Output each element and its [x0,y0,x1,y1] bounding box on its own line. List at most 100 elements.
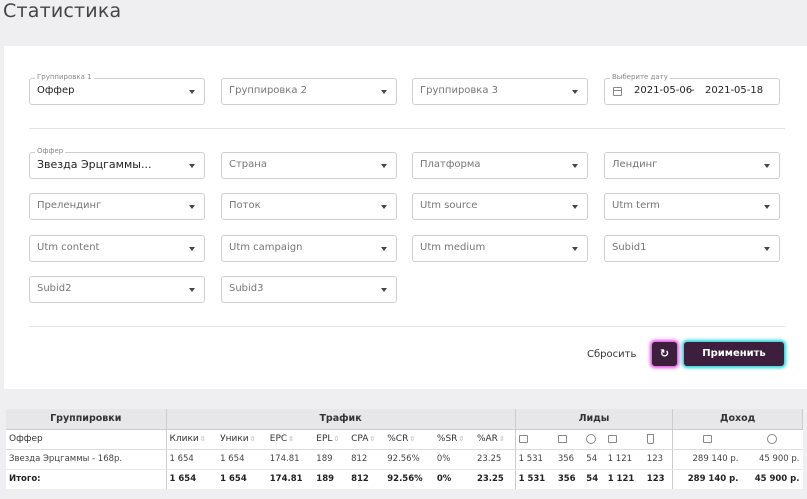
offer-filter-select[interactable]: Оффер Звезда Эрцгаммы... [29,147,205,179]
col-income-approved[interactable] [672,429,742,450]
grouping-3-placeholder: Группировка 3 [420,85,499,96]
prelanding-filter-select[interactable]: Прелендинг [29,193,205,220]
col-epc[interactable]: EPC [266,429,314,450]
subid3-filter-select[interactable]: Subid3 [221,276,397,303]
stats-table: Группировки Трафик Лиды Доход Оффер Клик… [6,409,803,489]
total-clicks: 1 654 [165,469,218,489]
total-cr: 92.56% [387,474,423,485]
chevron-down-icon [381,247,387,251]
chevron-down-icon [189,247,195,251]
col-sr-label: %SR [437,434,464,444]
col-clicks[interactable]: Клики [165,429,218,450]
income-approved-icon [702,434,712,443]
platform-filter-select[interactable]: Платформа [412,152,588,179]
grouping-2-select[interactable]: Группировка 2 [221,78,397,105]
total-leads-rejected: 1 121 [607,474,635,485]
utm-source-filter-placeholder: Utm source [420,200,478,211]
utm-medium-filter-placeholder: Utm medium [420,242,486,253]
prelanding-filter-placeholder: Прелендинг [37,200,102,211]
total-leads-hold: 54 [586,474,599,485]
col-ar[interactable]: %AR [473,429,516,450]
table-row: Звезда Эрцгаммы - 168р. 1 654 1 654 174.… [6,449,803,470]
country-filter-select[interactable]: Страна [221,152,397,179]
offer-filter-legend: Оффер [35,147,66,156]
calendar-icon [613,87,622,96]
reset-button[interactable]: Сбросить [587,349,637,360]
grouping-3-select[interactable]: Группировка 3 [412,78,588,105]
subid1-filter-select[interactable]: Subid1 [604,235,780,262]
utm-content-filter-select[interactable]: Utm content [29,235,205,262]
row-name: Звезда Эрцгаммы - 168р. [6,449,166,470]
col-income-hold[interactable] [741,429,803,450]
utm-source-filter-select[interactable]: Utm source [412,193,588,220]
col-clicks-label: Клики [170,434,206,444]
col-epl[interactable]: EPL [313,429,349,450]
total-cpa: 812 [351,474,369,485]
col-offer[interactable]: Оффер [6,429,166,450]
cell-cr: 92.56% [384,449,434,470]
total-leads-trash: 123 [646,474,665,485]
cell-income-approved: 289 140 р. [672,449,742,470]
stream-filter-select[interactable]: Поток [221,193,397,220]
cell-leads-hold: 54 [583,449,605,470]
total-label: Итого: [9,474,41,485]
col-epc-label: EPC [270,434,294,444]
total-ar: 23.25 [476,474,504,485]
chevron-down-icon [572,164,578,168]
chevron-down-icon [572,205,578,209]
landing-filter-select[interactable]: Лендинг [604,152,780,179]
date-range-picker[interactable]: Выберите дату 2021-05-06 - 2021-05-18 [604,73,780,105]
cell-clicks: 1 654 [165,449,218,470]
col-cr[interactable]: %CR [384,429,434,450]
divider [29,128,785,129]
cell-leads-rejected: 1 121 [604,449,644,470]
total-epl: 189 [316,474,335,485]
col-cpa[interactable]: CPA [348,429,385,450]
grouping-1-value: Оффер [37,85,75,96]
apply-button[interactable]: Применить [684,342,784,366]
col-leads-trash[interactable] [643,429,673,450]
chevron-down-icon [381,205,387,209]
stream-filter-placeholder: Поток [229,200,261,211]
col-leads-approved[interactable] [554,429,584,450]
date-separator: - [691,85,695,96]
col-uniques-label: Уники [220,434,255,444]
refresh-icon: ↻ [659,347,670,360]
offer-filter-value: Звезда Эрцгаммы... [37,158,152,171]
platform-filter-placeholder: Платформа [420,159,481,170]
col-sr[interactable]: %SR [433,429,474,450]
grouping-1-legend: Группировка 1 [35,73,94,82]
chevron-down-icon [764,164,770,168]
refresh-button[interactable]: ↻ [652,342,677,366]
utm-medium-filter-select[interactable]: Utm medium [412,235,588,262]
col-cpa-label: CPA [351,434,375,444]
chevron-down-icon [189,90,195,94]
chevron-down-icon [189,288,195,292]
subid2-filter-placeholder: Subid2 [37,283,72,294]
total-income-hold: 45 900 р. [754,474,800,485]
group-header-traffic: Трафик [166,409,516,430]
chevron-down-icon [764,205,770,209]
col-uniques[interactable]: Уники [217,429,267,450]
total-income-approved: 289 140 р. [672,469,742,489]
total-leads-approved: 356 [557,474,576,485]
col-leads-total[interactable] [514,429,555,450]
landing-filter-placeholder: Лендинг [612,159,658,170]
chevron-down-icon [189,164,195,168]
col-leads-rejected[interactable] [604,429,644,450]
cell-income-hold: 45 900 р. [741,449,803,470]
chevron-down-icon [381,288,387,292]
group-header-leads: Лиды [515,409,674,430]
col-epl-label: EPL [316,434,339,444]
col-leads-hold[interactable] [583,429,605,450]
utm-term-filter-placeholder: Utm term [612,200,660,211]
leads-hold-icon [586,433,597,444]
subid2-filter-select[interactable]: Subid2 [29,276,205,303]
utm-campaign-filter-select[interactable]: Utm campaign [221,235,397,262]
table-total-row: Итого: 1 654 1 654 174.81 189 812 92.56%… [6,469,803,489]
page-title: Статистика [3,0,122,22]
table-group-header: Группировки Трафик Лиды Доход [6,409,803,430]
chevron-down-icon [572,247,578,251]
grouping-1-select[interactable]: Группировка 1 Оффер [29,73,205,105]
utm-term-filter-select[interactable]: Utm term [604,193,780,220]
